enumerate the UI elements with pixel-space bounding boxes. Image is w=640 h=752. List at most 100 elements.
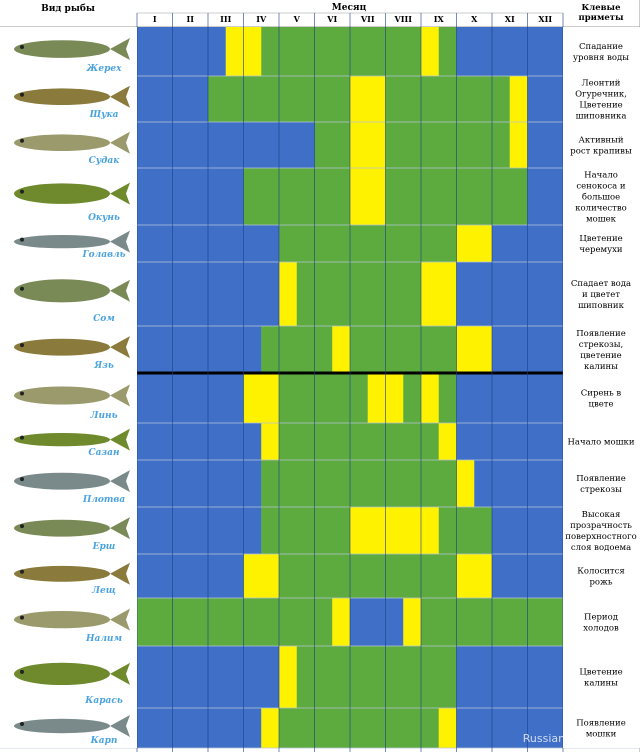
bite-sign-text: стрекозы — [580, 485, 622, 495]
heatmap-cell — [314, 168, 351, 225]
bite-sign-text: мошек — [586, 215, 617, 225]
sign-cell — [563, 27, 640, 76]
bite-sign-text: и цветет — [582, 290, 620, 300]
bite-sign-text: Начало мошки — [568, 438, 635, 448]
fish-eye — [20, 45, 24, 50]
bite-sign-text: мошки — [586, 730, 617, 740]
heatmap-cell — [172, 598, 209, 646]
heatmap-cell — [172, 122, 209, 168]
bite-sign-text: калины — [584, 679, 618, 689]
fish-eye — [20, 189, 24, 194]
heatmap-cell — [279, 598, 315, 646]
heatmap-cell — [527, 326, 564, 373]
fish-illustration — [14, 718, 110, 734]
heatmap-cell — [172, 168, 209, 225]
heatmap-cell — [279, 168, 315, 225]
fish-eye — [20, 343, 24, 348]
heatmap-cell — [456, 76, 493, 122]
heatmap-cell — [172, 262, 209, 326]
heatmap-cell — [172, 225, 209, 262]
heatmap-cell — [456, 168, 493, 225]
heatmap-cell — [137, 225, 173, 262]
heatmap-cell — [296, 646, 315, 708]
heatmap-cell — [172, 646, 209, 708]
bite-sign-text: калины — [584, 362, 618, 372]
heatmap-cell — [350, 122, 386, 168]
heatmap-cell — [208, 262, 244, 326]
heatmap-cell — [279, 646, 297, 708]
heatmap-cell — [172, 326, 209, 373]
heatmap-cell — [456, 27, 493, 76]
fish-illustration — [14, 40, 110, 58]
fish-illustration — [14, 662, 110, 686]
bite-sign-text: сенокоса и — [576, 182, 626, 192]
bite-sign-text: прозрачность — [570, 521, 632, 531]
heatmap-cell — [314, 373, 351, 423]
month-tick-label: III — [220, 14, 231, 24]
heatmap-cell — [456, 326, 493, 373]
heatmap-cell — [421, 423, 439, 460]
fish-name-label: Плотва — [82, 495, 126, 505]
heatmap-cell — [314, 554, 351, 598]
bite-sign-text: Появление — [576, 719, 625, 729]
heatmap-cell — [421, 598, 457, 646]
heatmap-cell — [314, 507, 351, 554]
fish-eye — [20, 92, 24, 97]
heatmap-cell — [243, 326, 262, 373]
heatmap-cell — [492, 76, 510, 122]
fish-eye — [20, 524, 24, 529]
fish-name-label: Ерш — [92, 542, 116, 552]
fish-tail — [110, 608, 130, 631]
bite-sign-text: Активный — [579, 136, 624, 146]
heatmap-cell — [527, 646, 564, 708]
sign-cell — [563, 708, 640, 748]
heatmap-cell — [279, 326, 315, 373]
heatmap-cell — [527, 708, 564, 748]
fish-tail — [110, 562, 130, 585]
heatmap-cell — [243, 27, 262, 76]
fish-eye — [20, 477, 24, 482]
heatmap-cell — [350, 76, 386, 122]
sign-cell — [563, 423, 640, 460]
heatmap-cell — [456, 122, 493, 168]
heatmap-cell — [492, 326, 528, 373]
month-tick-label: II — [187, 14, 195, 24]
heatmap-cell — [385, 507, 422, 554]
heatmap-cell — [279, 507, 315, 554]
heatmap-cell — [438, 708, 457, 748]
heatmap-cell — [385, 122, 422, 168]
signs-column-header: Клевые — [582, 3, 622, 13]
bite-sign-text: Появление — [576, 329, 625, 339]
heatmap-cell — [385, 168, 422, 225]
heatmap-cell — [385, 646, 422, 708]
heatmap-cell — [527, 27, 564, 76]
heatmap-cell — [208, 646, 244, 708]
heatmap-cell — [492, 262, 528, 326]
heatmap-cell — [243, 373, 280, 423]
watermark: Russian-fishing.net — [523, 732, 628, 745]
bite-sign-text: шиповника — [576, 112, 627, 122]
fish-tail — [110, 470, 130, 493]
fish-name-label: Щука — [89, 110, 119, 120]
heatmap-cell — [243, 708, 262, 748]
fish-eye — [20, 237, 24, 242]
heatmap-cell — [474, 460, 493, 507]
heatmap-cell — [137, 708, 173, 748]
heatmap-cell — [225, 27, 244, 76]
heatmap-cell — [261, 423, 280, 460]
heatmap-cell — [456, 598, 493, 646]
bite-sign-text: Леонтий — [582, 79, 621, 89]
fish-tail — [110, 336, 130, 359]
bite-sign-text: Высокая — [582, 510, 621, 520]
heatmap-cell — [314, 122, 351, 168]
heatmap-cell — [137, 326, 173, 373]
heatmap-cell — [421, 507, 439, 554]
heatmap-cell — [421, 373, 439, 423]
heatmap-cell — [314, 598, 333, 646]
heatmap-cell — [385, 76, 422, 122]
heatmap-cell — [208, 423, 244, 460]
heatmap-cell — [137, 168, 173, 225]
heatmap-cell — [314, 27, 351, 76]
heatmap-cell — [385, 423, 422, 460]
